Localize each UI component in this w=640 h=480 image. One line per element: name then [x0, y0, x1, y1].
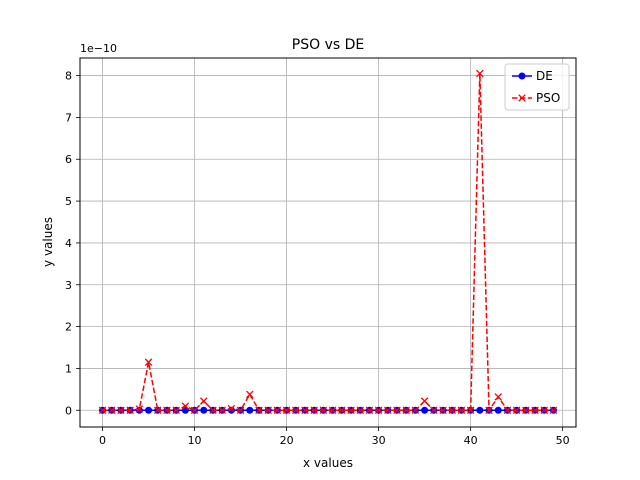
y-tick-label: 4 — [65, 237, 72, 250]
legend-label-de: DE — [536, 69, 553, 83]
data-point-pso — [153, 406, 162, 415]
data-point-pso — [384, 406, 392, 415]
data-point-pso — [466, 406, 475, 415]
data-point-pso — [301, 406, 309, 415]
x-tick-label: 0 — [99, 434, 106, 447]
data-point-pso — [282, 406, 291, 415]
data-point-pso — [126, 406, 134, 415]
data-point-pso — [439, 406, 447, 415]
data-point-pso — [200, 397, 208, 405]
data-point-pso — [549, 406, 558, 415]
data-point-pso — [402, 406, 410, 415]
data-point-pso — [172, 406, 180, 415]
data-point-pso — [430, 406, 438, 415]
data-point-pso — [98, 406, 107, 415]
x-axis-ticks: 0 10 20 30 40 50 — [99, 427, 570, 447]
y-tick-label: 0 — [65, 404, 72, 417]
series-line-pso — [102, 73, 554, 413]
y-tick-label: 6 — [65, 153, 72, 166]
data-point-pso — [163, 406, 171, 415]
data-point-pso — [209, 406, 217, 415]
chart-title: PSO vs DE — [292, 37, 364, 53]
data-point-pso — [485, 406, 493, 415]
data-point-pso — [503, 406, 512, 415]
axes-frame — [79, 57, 577, 428]
data-point-pso — [218, 406, 226, 415]
data-point-de — [476, 406, 484, 414]
data-point-pso — [292, 406, 300, 415]
data-point-pso — [457, 406, 466, 415]
data-point-pso — [264, 406, 272, 415]
series-layer — [98, 69, 558, 415]
data-point-pso — [338, 406, 346, 415]
data-point-pso — [420, 397, 429, 405]
legend: DE PSO — [504, 63, 570, 111]
data-point-de — [145, 406, 153, 414]
data-point-de — [421, 406, 429, 414]
y-axis-offset-label: 1e−10 — [80, 42, 117, 55]
data-point-pso — [319, 406, 328, 415]
data-point-pso — [347, 406, 355, 415]
data-point-pso — [448, 406, 456, 415]
data-point-pso — [135, 405, 144, 413]
data-point-pso — [374, 406, 383, 415]
data-point-pso — [227, 404, 236, 413]
data-point-pso — [411, 406, 420, 415]
legend-marker-pso — [518, 94, 526, 102]
x-tick-label: 30 — [372, 434, 386, 447]
data-point-pso — [144, 358, 153, 366]
y-tick-label: 3 — [65, 279, 72, 292]
data-point-pso — [393, 406, 401, 415]
data-point-pso — [246, 390, 254, 399]
data-point-pso — [476, 69, 484, 78]
grid — [80, 58, 576, 427]
x-tick-label: 20 — [280, 434, 294, 447]
data-point-de — [246, 406, 254, 414]
data-point-pso — [365, 406, 374, 415]
y-tick-label: 8 — [65, 70, 72, 83]
data-point-pso — [181, 402, 190, 410]
x-axis-label: x values — [303, 456, 353, 470]
data-point-pso — [190, 406, 199, 415]
data-point-pso — [117, 406, 125, 415]
x-tick-label: 40 — [464, 434, 478, 447]
data-point-de — [135, 406, 143, 414]
y-axis-ticks: 0 1 2 3 4 5 6 7 8 — [65, 70, 80, 417]
data-point-pso — [531, 406, 539, 415]
y-tick-label: 7 — [65, 111, 72, 124]
data-point-pso — [273, 406, 282, 415]
legend-marker-de — [518, 72, 526, 80]
data-point-pso — [328, 406, 337, 415]
y-tick-label: 2 — [65, 321, 72, 334]
data-point-de — [200, 406, 208, 414]
data-point-pso — [236, 406, 245, 415]
x-tick-label: 50 — [556, 434, 570, 447]
data-point-pso — [255, 406, 263, 415]
data-point-pso — [540, 406, 549, 415]
x-tick-label: 10 — [188, 434, 202, 447]
data-point-pso — [107, 406, 116, 415]
legend-label-pso: PSO — [536, 91, 560, 105]
data-point-pso — [310, 406, 318, 415]
y-tick-label: 1 — [65, 362, 72, 375]
data-point-pso — [522, 406, 530, 415]
y-tick-label: 5 — [65, 195, 72, 208]
y-axis-label: y values — [41, 217, 55, 267]
data-point-pso — [494, 393, 503, 401]
series-pso — [98, 69, 558, 415]
data-point-pso — [512, 406, 521, 415]
data-point-de — [494, 406, 502, 414]
data-point-pso — [356, 406, 364, 415]
